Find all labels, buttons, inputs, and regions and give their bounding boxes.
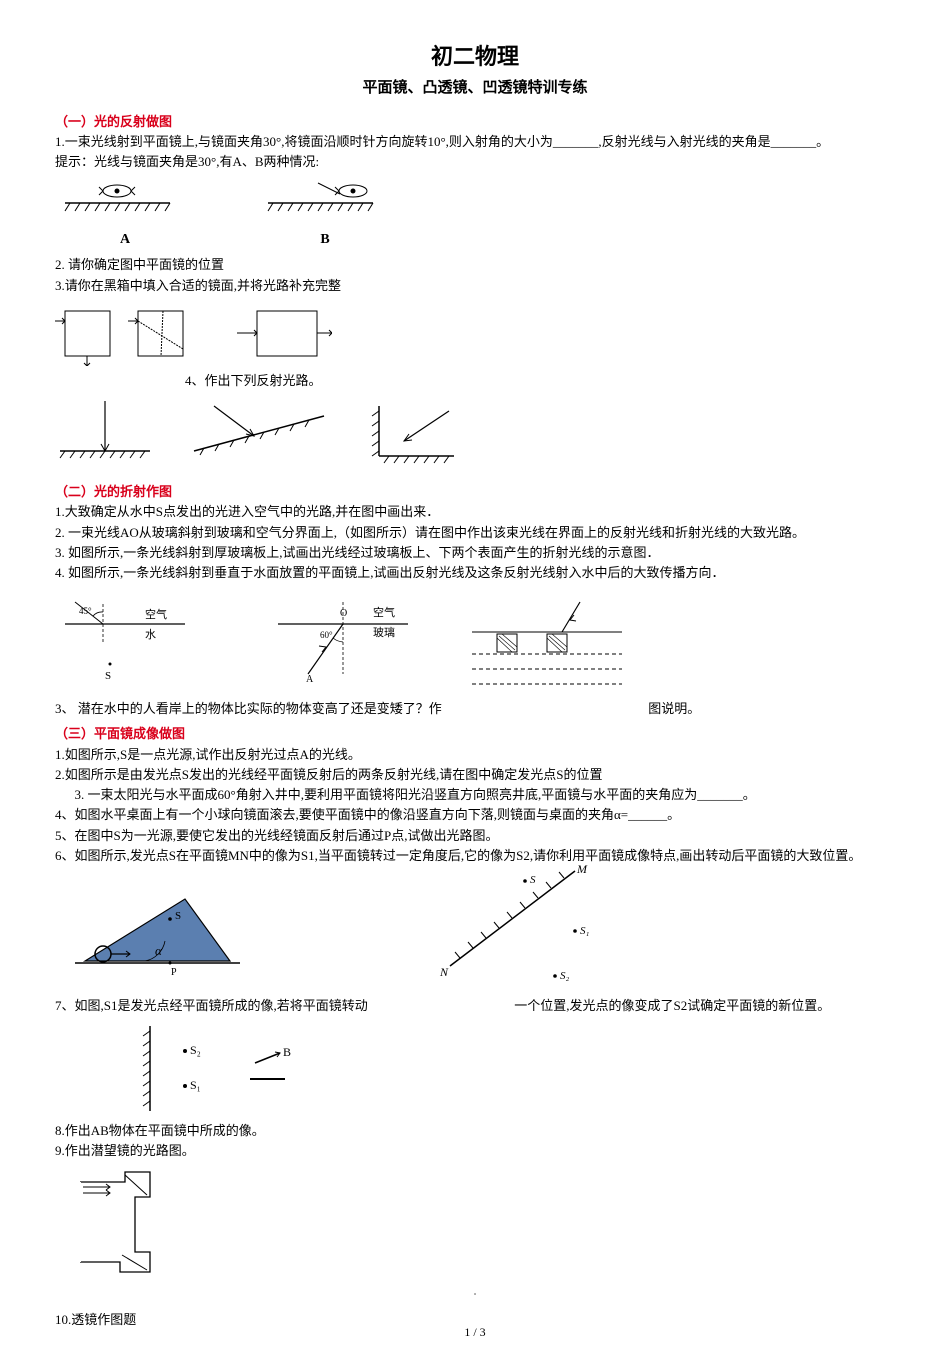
label-air: 空气 bbox=[145, 607, 167, 621]
label-p: P bbox=[171, 967, 177, 978]
diagram-box-2 bbox=[128, 301, 198, 366]
s3-q7: 7、如图,S1是发光点经平面镜所成的像,若将平面镜转动 一个位置,发光点的像变成… bbox=[55, 997, 895, 1015]
section-1-header: （一）光的反射做图 bbox=[55, 112, 895, 132]
diagram-reflect-2 bbox=[184, 396, 334, 466]
diagram-s1s2: S₂ S₁ B bbox=[135, 1021, 335, 1116]
s2-q5-text: 3、 潜在水中的人看岸上的物体比实际的物体变高了还是变矮了？作 bbox=[55, 701, 442, 716]
label-s1-mn: S₁ bbox=[580, 925, 590, 937]
diagram-ball-mirror: α S P bbox=[75, 881, 245, 981]
diagram-periscope bbox=[75, 1167, 175, 1277]
page-footer: 1 / 3 bbox=[0, 1323, 950, 1341]
label-s-mn: S bbox=[530, 874, 536, 886]
diagram-mn-mirror: M N S S₁ S₂ bbox=[435, 861, 615, 991]
label-a-2: A bbox=[306, 674, 314, 684]
diagram-reflect-3 bbox=[364, 396, 464, 466]
label-b: B bbox=[255, 229, 395, 250]
diagram-mirror-b bbox=[258, 177, 398, 229]
label-water: 水 bbox=[145, 628, 156, 641]
label-b-7: B bbox=[283, 1045, 291, 1059]
s3-periscope bbox=[55, 1167, 895, 1277]
s1-q3: 3.请你在黑箱中填入合适的镜面,并将光路补充完整 bbox=[55, 277, 895, 295]
s3-q1: 1.如图所示,S是一点光源,试作出反射光过点A的光线。 bbox=[55, 746, 895, 764]
label-a: A bbox=[55, 229, 195, 250]
s2-q4: 4. 如图所示,一条光线斜射到垂直于水面放置的平面镜上,试画出反射光线及这条反射… bbox=[55, 564, 895, 582]
s1-q1: 1.一束光线射到平面镜上,与镜面夹角30°,将镜面沿顺时针方向旋转10°,则入射… bbox=[55, 133, 895, 151]
diagram-box-1 bbox=[55, 301, 125, 366]
label-60: 60° bbox=[320, 630, 333, 640]
label-s1-7: S₁ bbox=[190, 1078, 201, 1092]
label-m: M bbox=[576, 862, 588, 876]
s1-q1-hint: 提示：光线与镜面夹角是30°,有A、B两种情况: bbox=[55, 153, 895, 171]
section-2-header: （二）光的折射作图 bbox=[55, 482, 895, 502]
label-n: N bbox=[439, 965, 449, 979]
s3-diagrams-1: α S P M N S S₁ S₂ bbox=[55, 871, 895, 991]
label-glass: 玻璃 bbox=[373, 625, 395, 639]
diagram-refraction-2: 空气 玻璃 O 60° A bbox=[268, 594, 418, 684]
s3-q7-diagram: S₂ S₁ B bbox=[55, 1021, 895, 1116]
label-s: S bbox=[105, 670, 111, 682]
s1-q4-diagrams bbox=[55, 396, 895, 466]
doc-title: 初二物理 bbox=[55, 40, 895, 73]
section-3-header: （三）平面镜成像做图 bbox=[55, 724, 895, 744]
diagram-refraction-1: 空气 水 45° S bbox=[55, 594, 195, 684]
diagram-reflect-1 bbox=[55, 396, 155, 466]
label-s2-7: S₂ bbox=[190, 1043, 201, 1057]
dot: • bbox=[55, 1289, 895, 1301]
diagram-mirror-a bbox=[55, 177, 195, 229]
s3-q8: 8.作出AB物体在平面镜中所成的像。 bbox=[55, 1122, 895, 1140]
s3-q5: 5、在图中S为一光源,要使它发出的光线经镜面反射后通过P点,试做出光路图。 bbox=[55, 827, 895, 845]
s1-q3-diagrams bbox=[55, 301, 895, 366]
label-o: O bbox=[340, 608, 347, 619]
label-s2-mn: S₂ bbox=[560, 970, 570, 982]
label-s-3: S bbox=[175, 910, 181, 922]
s2-q5: 3、 潜在水中的人看岸上的物体比实际的物体变高了还是变矮了？作 图说明。 bbox=[55, 700, 895, 718]
s3-q3: 3. 一束太阳光与水平面成60°角射入井中,要利用平面镜将阳光沿竖直方向照亮井底… bbox=[55, 786, 895, 804]
s2-q5-suffix: 图说明。 bbox=[648, 701, 700, 716]
diagram-box-3 bbox=[232, 301, 332, 366]
s2-q2: 2. 一束光线AO从玻璃斜射到玻璃和空气分界面上,（如图所示）请在图中作出该束光… bbox=[55, 524, 895, 542]
s2-diagrams: 空气 水 45° S 空气 玻璃 O 60° A bbox=[55, 594, 895, 694]
diagram-refraction-3 bbox=[462, 594, 632, 694]
s2-q1: 1.大致确定从水中S点发出的光进入空气中的光路,并在图中画出来． bbox=[55, 503, 895, 521]
s3-q7-suffix: 一个位置,发光点的像变成了S2试确定平面镜的新位置。 bbox=[514, 998, 830, 1013]
s3-q4: 4、如图水平桌面上有一个小球向镜面滚去,要使平面镜中的像沿竖直方向下落,则镜面与… bbox=[55, 806, 895, 824]
s1-q1-diagrams: A B bbox=[55, 177, 895, 250]
s3-q2: 2.如图所示是由发光点S发出的光线经平面镜反射后的两条反射光线,请在图中确定发光… bbox=[55, 766, 895, 784]
label-45: 45° bbox=[79, 606, 92, 616]
s2-q3: 3. 如图所示,一条光线斜射到厚玻璃板上,试画出光线经过玻璃板上、下两个表面产生… bbox=[55, 544, 895, 562]
label-air-2: 空气 bbox=[373, 605, 395, 619]
s3-q9: 9.作出潜望镜的光路图。 bbox=[55, 1142, 895, 1160]
s3-q7-text: 7、如图,S1是发光点经平面镜所成的像,若将平面镜转动 bbox=[55, 998, 368, 1013]
s1-q2: 2. 请你确定图中平面镜的位置 bbox=[55, 256, 895, 274]
doc-subtitle: 平面镜、凸透镜、凹透镜特训专练 bbox=[55, 77, 895, 100]
s1-q4: 4、作出下列反射光路。 bbox=[185, 372, 895, 390]
